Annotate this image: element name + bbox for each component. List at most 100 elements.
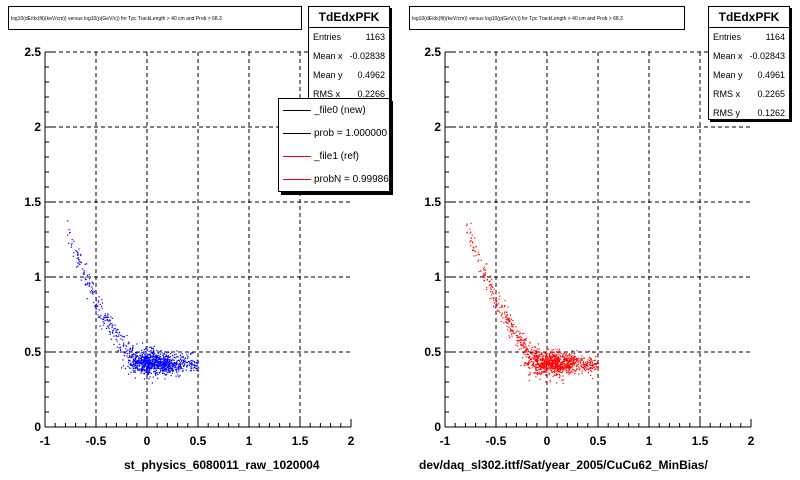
scatter-point [142, 366, 144, 368]
scatter-point [110, 338, 112, 340]
scatter-point [525, 349, 527, 351]
scatter-point [544, 365, 546, 367]
scatter-point [557, 365, 559, 367]
scatter-point [150, 349, 152, 351]
scatter-point [97, 316, 99, 318]
scatter-point [127, 373, 130, 375]
scatter-point [132, 366, 134, 368]
scatter-point [111, 327, 113, 329]
scatter-point [563, 352, 566, 354]
scatter-point [99, 316, 101, 318]
scatter-point [563, 356, 565, 358]
scatter-point [156, 366, 158, 368]
scatter-point [525, 362, 527, 364]
scatter-point [499, 295, 501, 297]
scatter-point [559, 375, 561, 377]
scatter-point [197, 370, 199, 372]
scatter-point [103, 317, 105, 319]
scatter-point [540, 364, 542, 366]
scatter-point [149, 356, 152, 358]
scatter-point [131, 356, 133, 358]
scatter-point [558, 359, 560, 361]
scatter-point [153, 363, 155, 365]
scatter-point [151, 363, 154, 365]
scatter-point [93, 291, 95, 293]
scatter-point [164, 370, 166, 372]
scatter-point [558, 370, 560, 372]
scatter-point [577, 358, 579, 360]
scatter-point [540, 372, 542, 374]
scatter-point [68, 232, 70, 234]
scatter-point [575, 365, 577, 367]
scatter-point [507, 306, 509, 308]
scatter-point [589, 357, 591, 359]
right-stats-row: Entries 1164 [709, 28, 789, 47]
scatter-point [181, 353, 183, 355]
scatter-point [179, 360, 181, 362]
scatter-point [174, 354, 176, 356]
scatter-point [151, 356, 153, 358]
scatter-point [541, 362, 543, 364]
scatter-point [156, 367, 158, 369]
y-tick-label: 0 [434, 420, 441, 434]
scatter-point [576, 350, 578, 352]
scatter-point [120, 338, 122, 340]
scatter-point [137, 369, 139, 371]
scatter-point [548, 364, 550, 366]
scatter-point [161, 363, 163, 366]
scatter-point [129, 348, 132, 350]
scatter-point [536, 361, 539, 364]
scatter-point [562, 363, 564, 365]
scatter-point [541, 371, 543, 373]
scatter-point [151, 382, 153, 384]
scatter-point [486, 286, 488, 288]
scatter-point [143, 370, 145, 372]
scatter-point [174, 367, 176, 369]
scatter-point [550, 363, 552, 365]
scatter-point [554, 371, 556, 373]
scatter-point [162, 366, 164, 368]
scatter-point [537, 343, 540, 345]
scatter-point [562, 375, 564, 377]
scatter-point [176, 360, 178, 362]
scatter-point [549, 361, 551, 364]
scatter-point [560, 368, 562, 370]
scatter-point [581, 364, 583, 366]
scatter-point [149, 355, 151, 357]
scatter-point [133, 370, 135, 372]
scatter-point [584, 364, 586, 366]
scatter-point [508, 326, 510, 328]
scatter-point [568, 364, 570, 366]
scatter-point [120, 351, 122, 353]
scatter-point [76, 257, 78, 259]
scatter-point [107, 316, 109, 318]
scatter-point [133, 358, 135, 360]
scatter-point [584, 367, 586, 370]
scatter-point [189, 362, 191, 364]
scatter-point [141, 363, 143, 365]
scatter-point [498, 310, 500, 312]
scatter-point [505, 311, 507, 313]
scatter-point [108, 327, 110, 329]
x-tick-label: 2 [748, 434, 755, 448]
scatter-point [572, 364, 574, 366]
scatter-point [500, 315, 502, 317]
scatter-point [525, 350, 527, 352]
scatter-point [552, 353, 554, 355]
x-tick-label: 0 [544, 434, 551, 448]
scatter-point [163, 362, 165, 364]
scatter-point [581, 370, 583, 372]
scatter-point [533, 355, 535, 358]
scatter-point [568, 361, 570, 363]
scatter-point [137, 351, 140, 353]
scatter-point [503, 311, 506, 313]
scatter-point [524, 353, 526, 355]
scatter-point [178, 365, 180, 367]
scatter-point [134, 351, 137, 354]
scatter-point [175, 353, 177, 355]
scatter-point [546, 349, 548, 351]
scatter-point [547, 361, 549, 363]
scatter-point [470, 231, 472, 233]
scatter-point [141, 360, 143, 362]
scatter-point [152, 352, 154, 354]
